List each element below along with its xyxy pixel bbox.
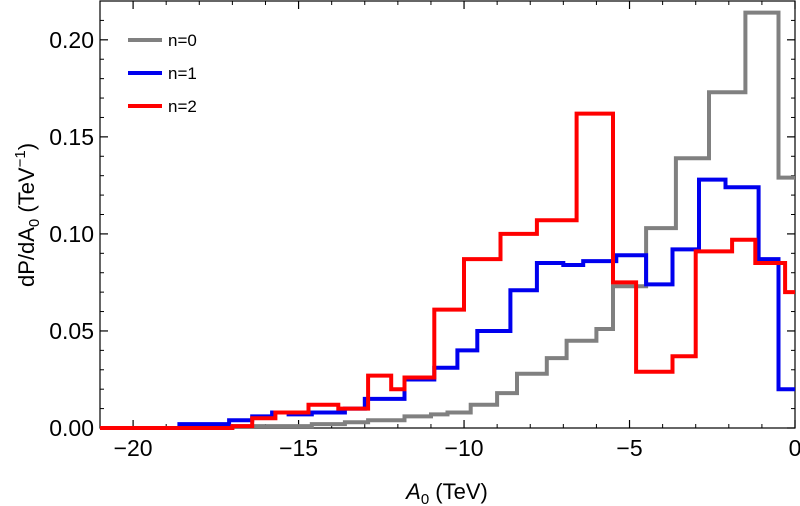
x-axis-subscript: 0: [421, 491, 429, 506]
y-tick-label: 0.00: [49, 415, 94, 441]
x-tick-labels: −20 −15 −10 −5 0: [114, 435, 800, 461]
y-tick-label: 0.05: [49, 318, 94, 344]
y-axis-subscript: 0: [26, 219, 43, 227]
series-n-1: [100, 177, 795, 430]
y-tick-label: 0.10: [49, 221, 94, 247]
y-axis-superscript: −1: [12, 150, 29, 167]
legend-label: n=2: [168, 97, 197, 116]
y-tick-label: 0.20: [49, 27, 94, 53]
y-tick-labels: 0.00 0.05 0.10 0.15 0.20: [49, 27, 94, 441]
series-n-2: [100, 111, 795, 430]
series-n-0: [100, 10, 795, 430]
y-axis-prefix: dP/dA: [14, 227, 39, 287]
x-tick-label: −15: [279, 435, 318, 461]
y-axis-unit: (TeV: [14, 167, 39, 219]
plot-frame: [99, 0, 796, 429]
x-tick-label: 0: [789, 435, 800, 461]
legend-label: n=0: [168, 31, 197, 50]
x-tick-label: −5: [616, 435, 642, 461]
x-axis-unit: (TeV): [429, 479, 488, 504]
x-tick-label: −20: [114, 435, 153, 461]
tick-marks: [99, 0, 796, 429]
y-tick-label: 0.15: [49, 124, 94, 150]
legend-label: n=1: [168, 64, 197, 83]
legend: n=0 n=1 n=2: [128, 31, 197, 116]
x-axis-title: A0 (TeV): [404, 479, 488, 506]
y-axis-close: ): [14, 143, 39, 150]
x-axis-symbol: A: [404, 479, 421, 504]
x-tick-label: −10: [445, 435, 484, 461]
y-axis-title: dP/dA0 (TeV−1): [12, 143, 43, 287]
series-layer: [100, 10, 795, 430]
